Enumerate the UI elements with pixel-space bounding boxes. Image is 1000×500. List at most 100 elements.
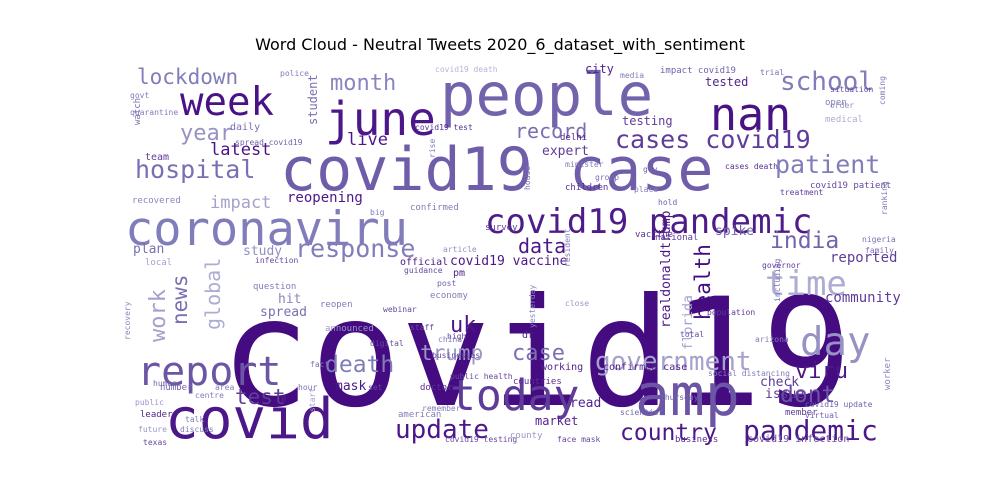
word-nan: nan — [710, 88, 791, 141]
word-realdonaldtrump: realdonaldtrump — [659, 210, 674, 328]
word-medical: medical — [825, 115, 863, 125]
word-future: future — [138, 425, 167, 434]
word-businesses: businesses — [432, 351, 480, 360]
word-quarantine: quarantine — [130, 108, 178, 117]
word-latest: latest — [210, 140, 271, 160]
word-june: june — [325, 92, 436, 146]
word-centre: centre — [195, 391, 224, 400]
word-month: month — [330, 71, 396, 96]
word-open: open — [825, 98, 847, 108]
word-confirmed: confirmed — [410, 203, 459, 213]
word-amp: amp — [635, 361, 740, 429]
word-start: start — [308, 388, 317, 412]
word-high: high — [447, 332, 466, 341]
word-dr: dr — [522, 330, 534, 341]
word-economy: economy — [430, 291, 469, 301]
word-testing: testing — [622, 114, 673, 128]
word-death: death — [325, 352, 394, 378]
word-governor: governor — [762, 261, 801, 270]
word-media: media — [620, 71, 644, 80]
word-daily: daily — [230, 122, 260, 133]
word-total: total — [680, 330, 704, 339]
word-check: check — [760, 375, 799, 390]
word-government: government — [595, 347, 752, 377]
word-week: week — [180, 80, 274, 125]
word-yesterday: yesterday — [528, 284, 537, 328]
word-local: local — [145, 258, 172, 268]
word-test: test — [235, 385, 286, 409]
word-social-distancing: social distancing — [708, 369, 790, 378]
word-big: big — [370, 208, 385, 217]
word-ranking: ranking — [880, 181, 889, 215]
word-leader: leader — [140, 410, 173, 420]
word-read: read — [570, 396, 601, 411]
word-virtual: virtual — [805, 411, 839, 420]
word-minister: minister — [565, 160, 604, 169]
word-police: police — [280, 69, 309, 78]
word-work: work — [146, 289, 171, 342]
word-time: time — [765, 264, 847, 304]
word-worker: worker — [883, 357, 893, 390]
word-covid19-vaccine: covid19 vaccine — [450, 254, 568, 269]
word-covid19-test: covid19 test — [415, 123, 473, 132]
word-public-health: public health — [450, 372, 513, 381]
word-human: human — [153, 379, 177, 388]
word-trial: trial — [760, 68, 784, 77]
word-article: article — [443, 245, 477, 254]
word-children: children — [565, 183, 608, 193]
word-working: working — [541, 362, 583, 373]
word-county: county — [510, 431, 543, 441]
word-doctor: doctor — [420, 383, 453, 393]
word-patient: patient — [775, 150, 880, 179]
word-country: country — [620, 420, 717, 446]
word-face-mask: face mask — [557, 435, 601, 444]
word-spike: spike — [715, 224, 754, 239]
word-recovery: recovery — [125, 301, 132, 340]
word-covid19-update: covid19 update — [805, 400, 873, 409]
word-mask: mask — [335, 379, 366, 394]
word-announced: announced — [325, 324, 374, 334]
word-news: news — [168, 274, 192, 325]
word-member: member — [785, 408, 818, 418]
chart-title: Word Cloud - Neutral Tweets 2020_6_datas… — [255, 35, 745, 54]
word-covid19-case: covid19 case — [280, 135, 713, 205]
word-covid19-pandemic: covid19 pandemic — [485, 202, 813, 242]
word-data: data — [518, 234, 566, 258]
word-question: question — [253, 282, 296, 292]
word-talk: talk — [185, 415, 204, 424]
word-number: number — [160, 383, 193, 393]
word-covid19-patient: covid19 patient — [810, 181, 891, 191]
word-treatment: treatment — [780, 188, 824, 197]
word-business: business — [675, 435, 718, 445]
word-hit: hit — [278, 292, 301, 307]
word-case: case — [512, 341, 565, 366]
word-florida: florida — [681, 295, 696, 350]
word-official: official — [400, 257, 448, 268]
word-year: year — [180, 121, 233, 146]
word-place: place — [634, 185, 658, 194]
word-pandemic: pandemic — [743, 414, 878, 447]
word-recovered: recovered — [132, 196, 181, 206]
word-tested: tested — [705, 75, 748, 89]
word-hold: hold — [658, 198, 677, 207]
word-govt: govt — [130, 91, 149, 100]
word-city: city — [585, 62, 614, 76]
word-national: national — [655, 233, 698, 243]
word-including: including — [773, 258, 782, 302]
word-coronaviru: coronaviru — [125, 202, 408, 257]
word-pm: pm — [453, 268, 465, 279]
word-viru: viru — [795, 359, 848, 384]
word-area: area — [215, 383, 234, 392]
word-health: health — [691, 244, 715, 320]
word-post: post — [437, 279, 456, 288]
word-resident: resident — [563, 228, 572, 267]
word-team: team — [145, 152, 169, 163]
word-webinar: webinar — [383, 305, 417, 314]
word-study: study — [243, 244, 282, 259]
word-vaccine: vaccine — [635, 230, 673, 240]
word-global: global — [201, 258, 225, 330]
word-cloud: covid19 covid19 case people covid amp coronav… — [125, 60, 900, 450]
word-uk: uk — [450, 313, 477, 338]
word-reopening: reopening — [287, 190, 363, 206]
word-arizona: arizona — [755, 335, 789, 344]
